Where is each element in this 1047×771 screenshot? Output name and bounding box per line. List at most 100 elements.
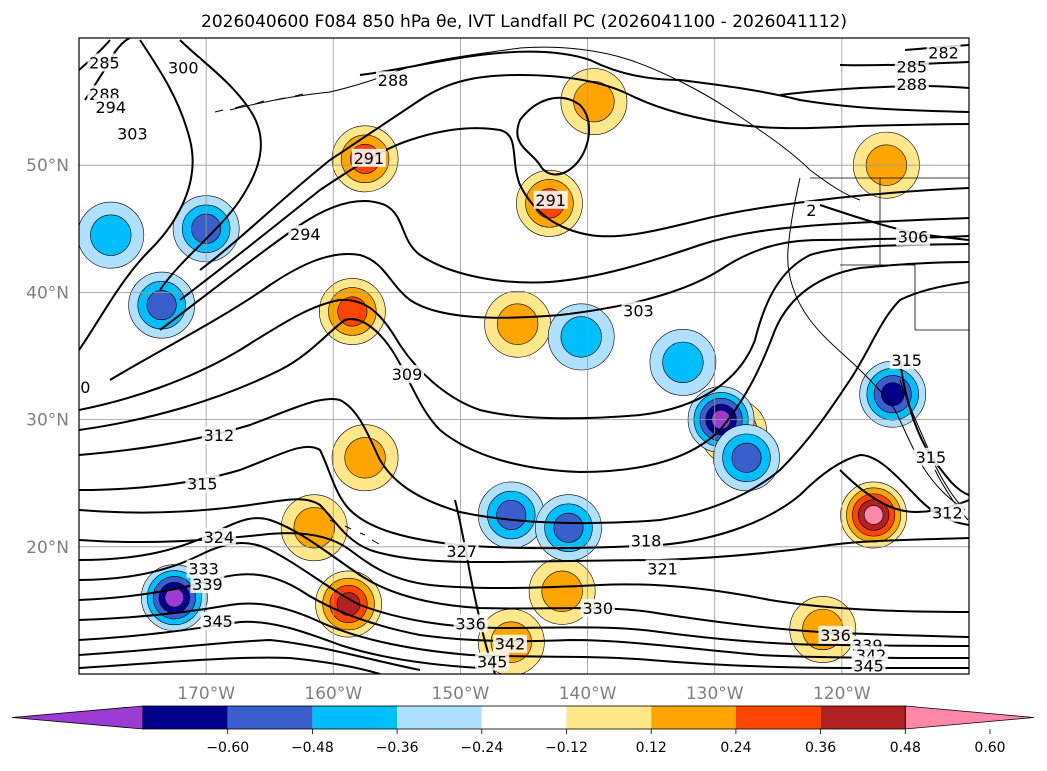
ivt-pc-region: [497, 303, 539, 345]
colorbar-swatch: [735, 706, 821, 729]
contour-line-291-loop: [516, 96, 591, 176]
lon-tick-label: 160°W: [304, 684, 362, 704]
contour-label: 330: [582, 599, 613, 618]
ivt-pc-region: [146, 290, 177, 321]
contour-label-bg: [475, 652, 510, 671]
colorbar-extend-high: [904, 705, 1035, 730]
theta-e-contours: [79, 38, 969, 674]
contour-label-bg: [889, 351, 924, 370]
contour-label-bg: [930, 503, 965, 522]
contour-label-bg: [818, 625, 853, 644]
contour-line-321: [79, 532, 969, 613]
contour-label: 312: [204, 426, 235, 445]
contour-label-bg: [166, 58, 201, 77]
contour-line-294: [199, 73, 969, 271]
colorbar-tick-label: 0.12: [636, 740, 667, 756]
lat-tick-label: 50°N: [26, 156, 69, 176]
colorbar-swatch: [481, 706, 567, 729]
contour-label: 315: [916, 448, 947, 467]
contour-label-bg: [288, 225, 323, 244]
contour-label: 336: [820, 626, 851, 645]
contour-label-bg: [351, 148, 386, 167]
contour-line-345: [79, 656, 381, 674]
contour-label: 288: [897, 75, 928, 94]
contour-label-bg: [851, 656, 886, 674]
contour-label-bg: [376, 71, 411, 90]
contour-label: 2: [806, 201, 816, 220]
colorbar-tick-label: 0.48: [890, 740, 921, 756]
colorbar-swatch: [312, 706, 398, 729]
contour-line-312: [79, 281, 969, 525]
contour-label: 315: [187, 474, 218, 493]
contour-line-300-west: [159, 39, 262, 291]
contour-label: 318: [631, 532, 662, 551]
contour-label-bg: [896, 227, 931, 246]
contour-label-bg: [645, 559, 680, 578]
contour-line-303: [109, 235, 969, 381]
ivt-pc-region: [541, 570, 583, 612]
ivt-pc-region: [573, 80, 615, 123]
contour-label-bg: [79, 377, 93, 396]
contour-label: 00: [70, 378, 90, 397]
contour-label-bg: [200, 611, 235, 630]
lat-tick-label: 40°N: [26, 283, 69, 303]
contour-label-bg: [201, 426, 236, 445]
colorbar-swatch: [143, 706, 228, 729]
ivt-pc-region: [880, 382, 905, 406]
contour-label: 291: [535, 191, 566, 210]
lon-tick-label: 120°W: [813, 684, 871, 704]
contour-label: 288: [378, 71, 409, 90]
contour-label: 291: [354, 149, 385, 168]
contour-label-bg: [87, 53, 122, 72]
contour-label: 306: [898, 228, 929, 247]
ivt-pc-region: [731, 442, 762, 473]
contour-line-342: [79, 638, 421, 671]
contour-line-315: [79, 445, 969, 550]
latitude-tick-labels: 50°N 40°N 30°N 20°N: [26, 156, 69, 558]
us-west-coastline: [787, 177, 959, 506]
contour-label-bg: [894, 75, 929, 94]
contour-label-bg: [533, 190, 568, 209]
contour-line-309: [79, 261, 969, 474]
lon-tick-label: 140°W: [559, 684, 617, 704]
colorbar-swatch: [651, 706, 736, 729]
contour-label-bg: [894, 57, 929, 76]
contour-label: 321: [647, 560, 678, 579]
lon-tick-label: 150°W: [432, 684, 490, 704]
contour-label: 303: [117, 125, 148, 144]
contour-line-303-west: [79, 39, 194, 351]
contour-label: 345: [853, 656, 884, 675]
contour-label: 345: [477, 653, 508, 672]
contour-label-bg: [185, 474, 220, 493]
colorbar-tick-label: 0.24: [720, 740, 751, 756]
contour-label-bg: [93, 97, 128, 116]
contour-label: 342: [495, 635, 526, 654]
colorbar-tick-label: 0.36: [805, 740, 836, 756]
map-frame: [78, 37, 970, 675]
contour-label-bg: [804, 200, 819, 219]
lat-tick-label: 30°N: [26, 411, 69, 431]
ivt-pc-region: [863, 505, 884, 525]
contour-label: 345: [202, 612, 233, 631]
lat-tick-label: 20°N: [26, 538, 69, 558]
colorbar: −0.60 −0.48 −0.36 −0.24 −0.12 0.12 0.24 0.36 0.4…: [11, 705, 1035, 756]
contour-label-bg: [926, 43, 961, 62]
contour-line-297: [179, 127, 969, 301]
contour-label: 300: [168, 59, 199, 78]
map-area: 2822852882882852882943003032912912943033…: [70, 38, 969, 675]
colorbar-tick-label: −0.48: [291, 740, 334, 756]
colorbar-swatch: [820, 706, 906, 729]
contour-label-layer: 2822852882882852882943003032912912943033…: [70, 43, 965, 675]
contour-label: 324: [204, 528, 235, 547]
contour-label: 282: [928, 43, 959, 62]
contour-label-bg: [390, 365, 425, 384]
contour-label: 285: [897, 57, 928, 76]
colorbar-tick-label: −0.36: [376, 740, 419, 756]
colorbar-tick-label: −0.60: [206, 740, 249, 756]
colorbar-swatch: [566, 706, 652, 729]
mexico-coastline: [934, 469, 969, 521]
contour-label-bg: [621, 301, 656, 320]
contour-label: 285: [89, 53, 120, 72]
contour-line-291-north: [359, 50, 969, 113]
